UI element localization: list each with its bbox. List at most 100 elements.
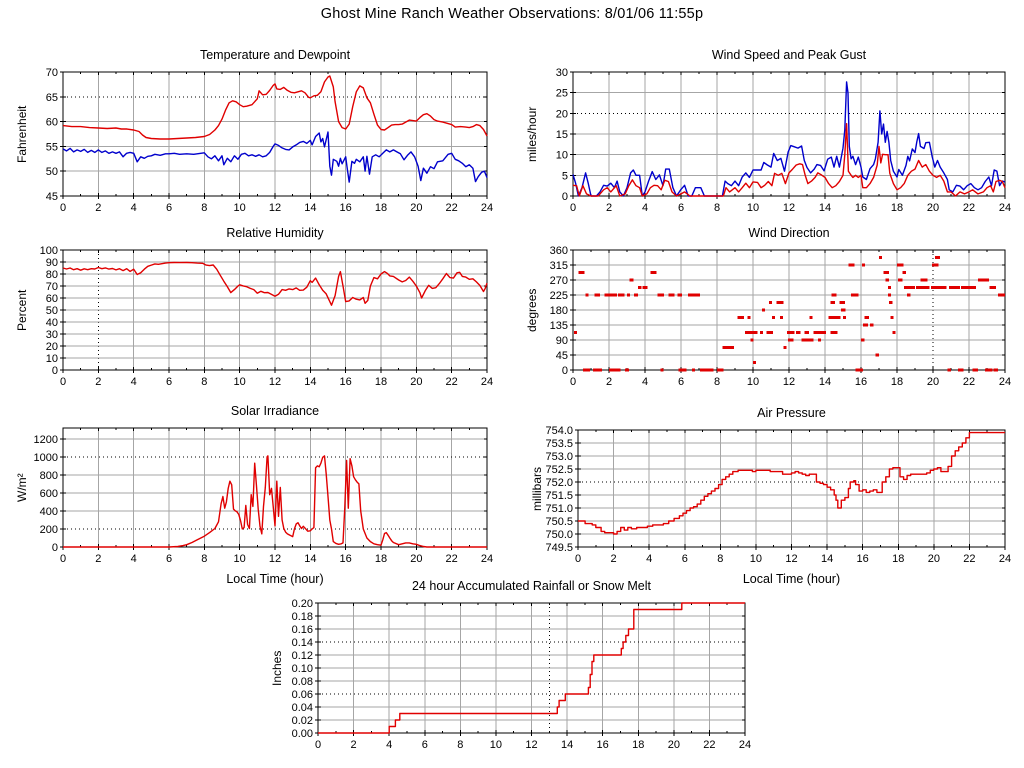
svg-text:12: 12 [783, 202, 795, 214]
svg-text:12: 12 [269, 376, 281, 388]
svg-text:751.5: 751.5 [545, 490, 573, 502]
svg-text:18: 18 [375, 202, 387, 214]
svg-text:315: 315 [550, 260, 568, 272]
svg-text:135: 135 [550, 320, 568, 332]
svg-text:6: 6 [678, 376, 684, 388]
svg-text:0: 0 [570, 202, 576, 214]
svg-text:12: 12 [269, 202, 281, 214]
svg-text:752.0: 752.0 [545, 477, 573, 489]
svg-text:800: 800 [40, 470, 58, 482]
svg-text:750.5: 750.5 [545, 516, 573, 528]
svg-text:22: 22 [446, 376, 458, 388]
svg-text:0.12: 0.12 [292, 650, 313, 662]
svg-text:0: 0 [562, 191, 568, 203]
svg-text:60: 60 [46, 293, 58, 305]
svg-text:6: 6 [166, 553, 172, 565]
svg-text:80: 80 [46, 269, 58, 281]
svg-text:0.14: 0.14 [292, 637, 313, 649]
svg-text:22: 22 [446, 553, 458, 565]
svg-text:14: 14 [304, 376, 316, 388]
svg-text:0: 0 [52, 542, 58, 554]
chart-relative-humidity: Relative Humidity Percent 0 2 4 6 8 10 12 14 16 1… [13, 224, 502, 410]
chart-accumulated-rainfall: 24 hour Accumulated Rainfall or Snow Mel… [268, 577, 760, 768]
svg-text:15: 15 [556, 129, 568, 141]
svg-text:6: 6 [678, 202, 684, 214]
svg-text:20: 20 [410, 376, 422, 388]
svg-text:4: 4 [131, 553, 137, 565]
svg-text:10: 10 [234, 376, 246, 388]
svg-text:60: 60 [46, 117, 58, 129]
svg-text:0.10: 0.10 [292, 663, 313, 675]
svg-text:16: 16 [340, 553, 352, 565]
svg-text:4: 4 [642, 202, 648, 214]
svg-text:20: 20 [927, 376, 939, 388]
svg-text:70: 70 [46, 67, 58, 79]
svg-text:20: 20 [668, 739, 680, 751]
chart-title: Temperature and Dewpoint [199, 48, 351, 62]
svg-text:400: 400 [40, 506, 58, 518]
svg-text:754.0: 754.0 [545, 425, 573, 437]
svg-text:2: 2 [351, 739, 357, 751]
page-title: Ghost Mine Ranch Weather Observations: 8… [320, 6, 704, 22]
chart-solar-irradiance: Solar Irradiance W/m² 0 2 4 6 8 10 12 14 16 18 20 2… [13, 402, 502, 587]
svg-text:8: 8 [201, 376, 207, 388]
svg-text:4: 4 [386, 739, 392, 751]
svg-text:0.16: 0.16 [292, 624, 313, 636]
svg-text:22: 22 [703, 739, 715, 751]
svg-text:70: 70 [46, 281, 58, 293]
svg-text:0.00: 0.00 [292, 728, 313, 740]
svg-text:24: 24 [481, 202, 493, 214]
chart-air-pressure: Air Pressure millibars 0 2 4 6 8 10 12 14 16 18 20… [528, 404, 1020, 587]
svg-text:14: 14 [819, 376, 831, 388]
svg-text:24: 24 [481, 376, 493, 388]
humidity-plot-canvas: 0 2 4 6 8 10 12 14 16 18 20 22 240102030405060708090… [40, 245, 493, 388]
svg-text:600: 600 [40, 488, 58, 500]
svg-text:2: 2 [95, 376, 101, 388]
svg-text:20: 20 [410, 202, 422, 214]
svg-text:10: 10 [234, 553, 246, 565]
svg-text:8: 8 [717, 553, 723, 565]
svg-text:0: 0 [52, 365, 58, 377]
svg-text:22: 22 [446, 202, 458, 214]
svg-text:2: 2 [95, 553, 101, 565]
svg-text:0: 0 [60, 202, 66, 214]
svg-text:2: 2 [611, 553, 617, 565]
svg-text:270: 270 [550, 275, 568, 287]
svg-text:1200: 1200 [34, 434, 58, 446]
svg-text:10: 10 [46, 353, 58, 365]
svg-text:0.02: 0.02 [292, 715, 313, 727]
svg-text:753.5: 753.5 [545, 438, 573, 450]
svg-text:20: 20 [928, 553, 940, 565]
svg-text:10: 10 [556, 150, 568, 162]
svg-text:30: 30 [556, 67, 568, 79]
rainfall-plot-canvas: 0 2 4 6 8 10 12 14 16 18 20 22 240.000.020.040.060.0… [292, 598, 752, 751]
svg-text:16: 16 [855, 376, 867, 388]
svg-text:90: 90 [556, 335, 568, 347]
svg-text:16: 16 [597, 739, 609, 751]
svg-text:45: 45 [46, 191, 58, 203]
svg-text:225: 225 [550, 290, 568, 302]
svg-text:0: 0 [575, 553, 581, 565]
svg-text:14: 14 [304, 553, 316, 565]
x-axis-label [318, 757, 745, 768]
svg-text:20: 20 [410, 553, 422, 565]
svg-text:24: 24 [999, 202, 1011, 214]
svg-text:360: 360 [550, 245, 568, 257]
svg-text:1000: 1000 [34, 452, 58, 464]
svg-text:10: 10 [234, 202, 246, 214]
svg-text:200: 200 [40, 524, 58, 536]
svg-text:14: 14 [819, 202, 831, 214]
svg-text:18: 18 [891, 376, 903, 388]
svg-text:0: 0 [562, 365, 568, 377]
svg-text:25: 25 [556, 88, 568, 100]
svg-text:12: 12 [525, 739, 537, 751]
svg-text:24: 24 [999, 553, 1011, 565]
svg-text:0: 0 [60, 376, 66, 388]
svg-text:0: 0 [60, 553, 66, 565]
svg-text:2: 2 [606, 202, 612, 214]
svg-text:8: 8 [714, 202, 720, 214]
svg-text:12: 12 [269, 553, 281, 565]
svg-text:100: 100 [40, 245, 58, 257]
